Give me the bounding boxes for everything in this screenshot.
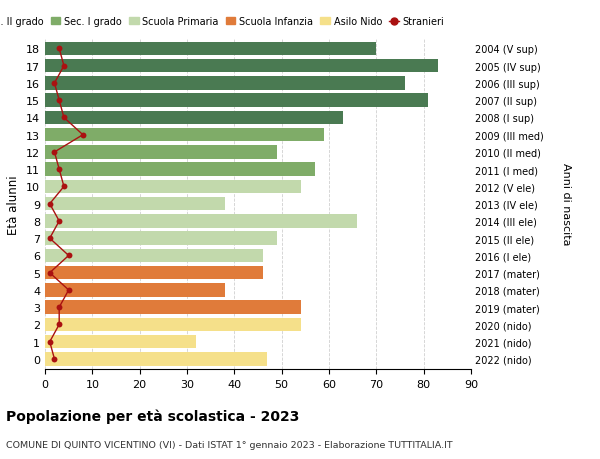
Bar [45, 335, 196, 349]
Point [55, 166, 64, 174]
Y-axis label: Anni di nascita: Anni di nascita [560, 163, 571, 246]
Point [64, 286, 73, 294]
Bar [45, 43, 376, 56]
Point [55, 218, 64, 225]
Text: Popolazione per età scolastica - 2023: Popolazione per età scolastica - 2023 [6, 409, 299, 423]
Bar [45, 77, 405, 90]
Bar [45, 163, 315, 177]
Bar [45, 60, 438, 73]
Point [45, 269, 55, 277]
Bar [45, 215, 358, 228]
Point [55, 304, 64, 311]
Point [55, 321, 64, 328]
Point [59, 183, 69, 191]
Point [45, 235, 55, 242]
Point [55, 97, 64, 105]
Point [50, 149, 59, 156]
Point [45, 338, 55, 346]
Y-axis label: Età alunni: Età alunni [7, 174, 20, 234]
Bar [45, 197, 225, 211]
Bar [45, 146, 277, 159]
Bar [45, 112, 343, 125]
Point [78, 132, 88, 139]
Bar [45, 94, 428, 108]
Bar [45, 129, 324, 142]
Bar [45, 232, 277, 246]
Bar [45, 318, 301, 331]
Point [45, 201, 55, 208]
Bar [45, 180, 301, 194]
Point [59, 63, 69, 70]
Bar [45, 301, 301, 314]
Bar [45, 266, 263, 280]
Point [64, 252, 73, 259]
Legend: Sec. II grado, Sec. I grado, Scuola Primaria, Scuola Infanzia, Asilo Nido, Stran: Sec. II grado, Sec. I grado, Scuola Prim… [0, 13, 448, 31]
Text: COMUNE DI QUINTO VICENTINO (VI) - Dati ISTAT 1° gennaio 2023 - Elaborazione TUTT: COMUNE DI QUINTO VICENTINO (VI) - Dati I… [6, 441, 452, 449]
Point [50, 355, 59, 363]
Bar [45, 284, 225, 297]
Point [59, 114, 69, 122]
Bar [45, 353, 268, 366]
Point [55, 45, 64, 53]
Point [50, 80, 59, 87]
Bar [45, 249, 263, 263]
